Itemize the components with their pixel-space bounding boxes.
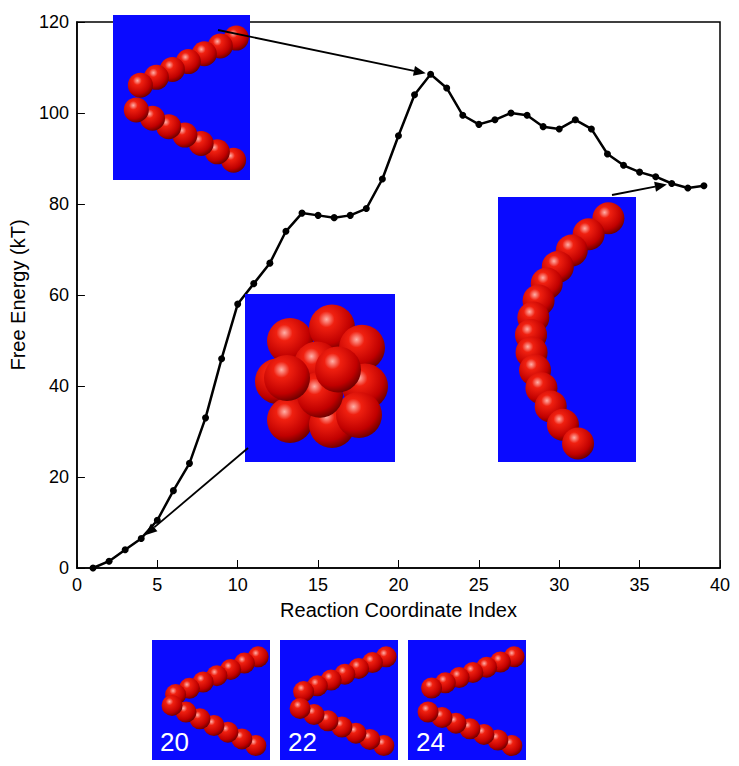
svg-text:60: 60 xyxy=(49,285,69,305)
svg-text:0: 0 xyxy=(72,575,82,595)
svg-text:35: 35 xyxy=(630,575,650,595)
svg-text:120: 120 xyxy=(39,12,69,32)
svg-text:30: 30 xyxy=(549,575,569,595)
svg-text:24: 24 xyxy=(416,727,445,757)
svg-text:40: 40 xyxy=(710,575,730,595)
svg-text:0: 0 xyxy=(59,558,69,578)
svg-text:Reaction Coordinate Index: Reaction Coordinate Index xyxy=(280,599,517,621)
svg-text:100: 100 xyxy=(39,103,69,123)
svg-text:15: 15 xyxy=(308,575,328,595)
svg-text:80: 80 xyxy=(49,194,69,214)
svg-text:20: 20 xyxy=(49,467,69,487)
svg-text:20: 20 xyxy=(160,727,189,757)
svg-text:10: 10 xyxy=(228,575,248,595)
svg-text:20: 20 xyxy=(388,575,408,595)
svg-text:25: 25 xyxy=(469,575,489,595)
svg-text:5: 5 xyxy=(152,575,162,595)
svg-text:Free Energy (kT): Free Energy (kT) xyxy=(7,219,29,370)
svg-text:22: 22 xyxy=(288,727,317,757)
svg-text:40: 40 xyxy=(49,376,69,396)
